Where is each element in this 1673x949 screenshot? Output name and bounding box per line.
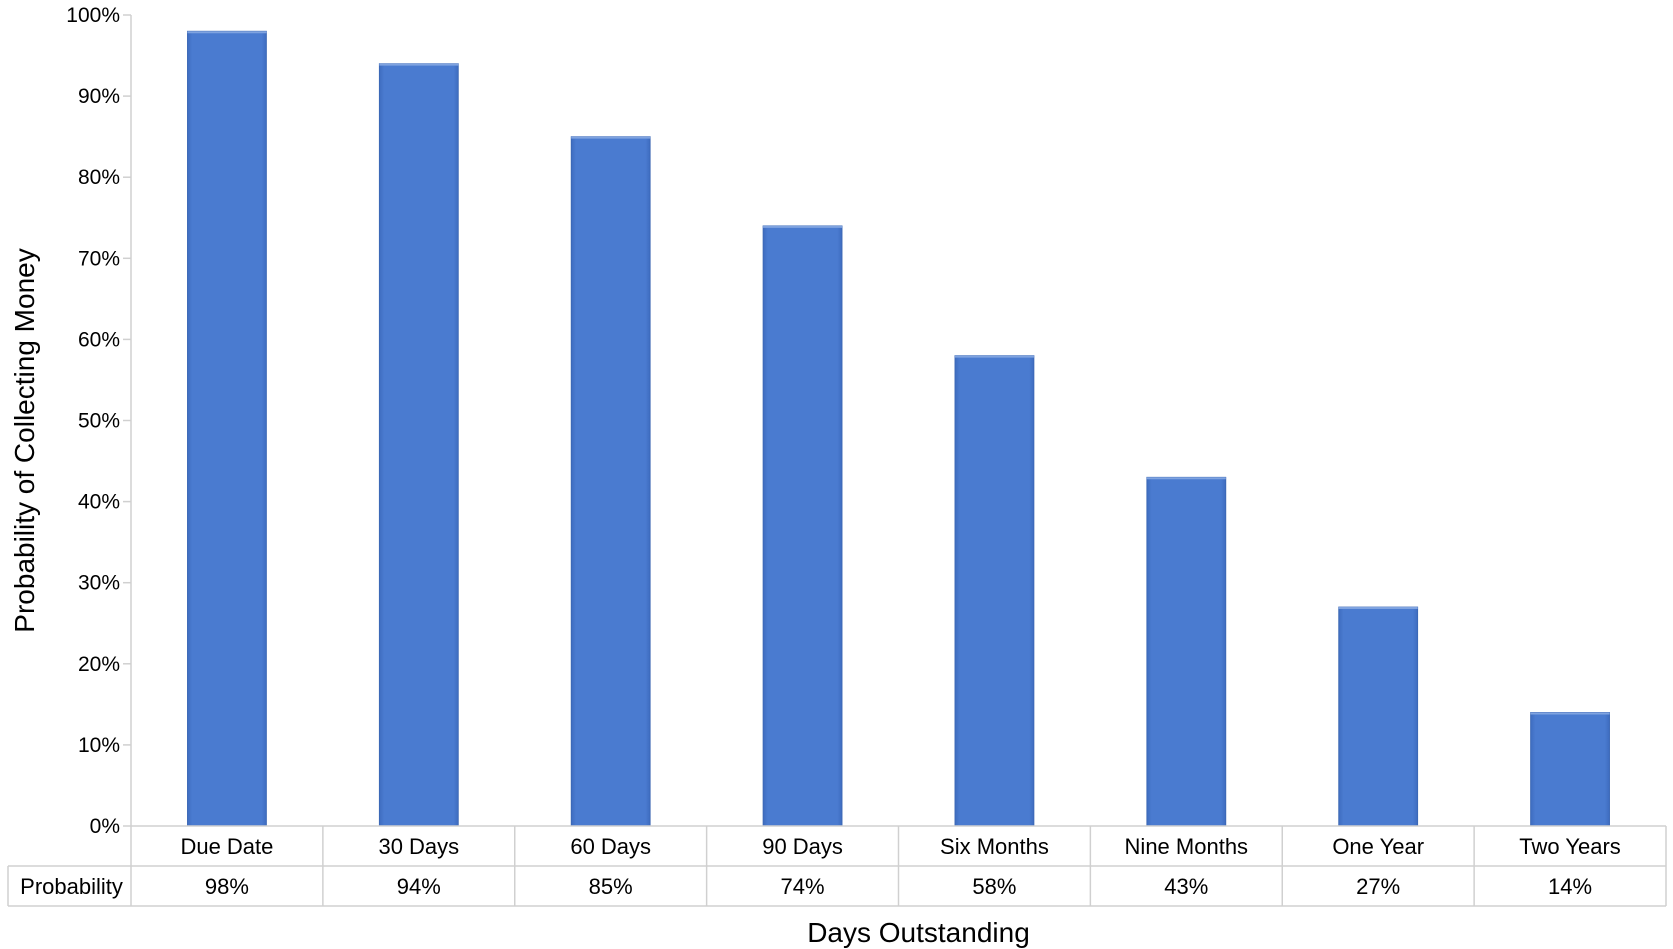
- y-tick-label: 40%: [78, 491, 120, 514]
- x-category-label: 90 Days: [762, 834, 843, 859]
- y-tick-label: 60%: [78, 328, 120, 351]
- x-category-label: Nine Months: [1125, 834, 1249, 859]
- y-tick-label: 70%: [78, 247, 120, 270]
- y-tick-label: 80%: [78, 166, 120, 189]
- y-tick-label: 20%: [78, 653, 120, 676]
- bar: [762, 225, 843, 827]
- y-axis: 0% 10% 20% 30% 40% 50% 60% 70% 80% 90% 100%: [66, 4, 132, 838]
- table-cell: 94%: [397, 874, 441, 899]
- table-row-header: Probability: [20, 874, 123, 899]
- data-table: Due Date 30 Days 60 Days 90 Days Six Months N…: [7, 825, 1667, 907]
- x-axis-title: Days Outstanding: [807, 917, 1030, 948]
- bar: [954, 355, 1035, 827]
- x-category-label: 30 Days: [378, 834, 459, 859]
- y-tick-label: 50%: [78, 410, 120, 433]
- table-cell: 74%: [781, 874, 825, 899]
- y-tick-label: 0%: [90, 815, 120, 838]
- x-category-label: Two Years: [1519, 834, 1621, 859]
- y-tick-label: 90%: [78, 85, 120, 108]
- bars: [187, 30, 1610, 827]
- y-axis-title: Probability of Collecting Money: [9, 248, 40, 632]
- bar: [1338, 606, 1419, 827]
- bar: [378, 63, 459, 827]
- bar: [570, 136, 651, 827]
- y-tick-label: 100%: [66, 4, 120, 27]
- x-category-label: Six Months: [940, 834, 1049, 859]
- bar: [1530, 712, 1610, 827]
- bar: [1146, 476, 1227, 827]
- table-cell: 98%: [205, 874, 249, 899]
- x-category-label: 60 Days: [570, 834, 651, 859]
- table-cell: 85%: [589, 874, 633, 899]
- x-category-label: One Year: [1332, 834, 1424, 859]
- table-cell: 43%: [1164, 874, 1208, 899]
- table-cell: 58%: [972, 874, 1016, 899]
- bar: [187, 30, 267, 827]
- x-category-label: Due Date: [180, 834, 273, 859]
- table-cell: 14%: [1548, 874, 1592, 899]
- y-tick-label: 10%: [78, 734, 120, 757]
- table-cell: 27%: [1356, 874, 1400, 899]
- y-tick-label: 30%: [78, 572, 120, 595]
